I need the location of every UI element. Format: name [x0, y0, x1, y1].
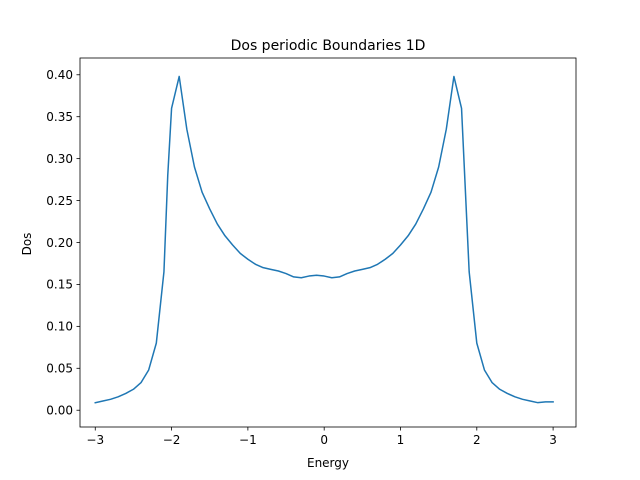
y-axis-label: Dos: [20, 233, 34, 256]
x-tick-label: 1: [397, 433, 405, 447]
series-line-0: [94, 75, 554, 404]
y-tick-label: 0.15: [46, 278, 73, 292]
y-tick-label: 0.30: [46, 152, 73, 166]
y-tick-label: 0.00: [46, 404, 73, 418]
y-tick-label: 0.05: [46, 362, 73, 376]
y-tick-label: 0.20: [46, 236, 73, 250]
y-tick-label: 0.10: [46, 320, 73, 334]
x-tick-label: −2: [163, 433, 181, 447]
x-tick-label: −3: [86, 433, 104, 447]
y-tick-label: 0.25: [46, 194, 73, 208]
chart-title: Dos periodic Boundaries 1D: [231, 38, 426, 54]
y-axis: 0.00 0.05 0.10 0.15 0.20 0.25 0.30 0.35 0.40: [46, 68, 80, 418]
x-axis: −3 −2 −1 0 1 2 3: [86, 427, 557, 447]
y-tick-label: 0.40: [46, 68, 73, 82]
x-axis-label: Energy: [307, 456, 349, 470]
y-tick-label: 0.35: [46, 110, 73, 124]
x-tick-label: 2: [473, 433, 481, 447]
x-tick-label: −1: [239, 433, 257, 447]
x-tick-label: 0: [320, 433, 328, 447]
x-tick-label: 3: [549, 433, 557, 447]
